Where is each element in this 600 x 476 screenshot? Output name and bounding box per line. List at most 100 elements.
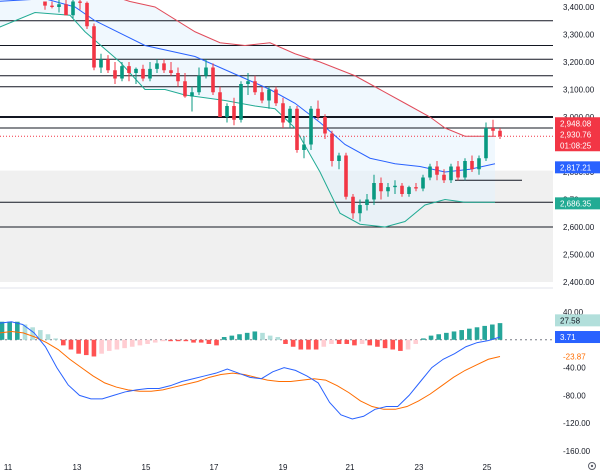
macd-histogram-bar [237,334,242,340]
candle[interactable] [204,67,208,76]
candle[interactable] [484,128,488,159]
candle[interactable] [113,70,117,79]
candle[interactable] [141,68,145,79]
candle[interactable] [197,75,201,93]
candle[interactable] [99,59,103,68]
candle[interactable] [162,63,166,71]
candle[interactable] [428,166,432,178]
time-tick-label: 23 [415,463,424,472]
candle[interactable] [50,5,54,7]
macd-histogram-bar [60,339,66,346]
candle[interactable] [463,161,467,178]
candle[interactable] [309,108,313,145]
candle[interactable] [379,183,383,192]
time-axis: 11 13 15 17 19 21 23 25 [4,463,492,472]
macd-histogram-bar [267,335,273,340]
candle[interactable] [407,187,411,194]
candle[interactable] [316,108,320,117]
macd-line [0,321,501,420]
macd-histogram-bar [497,323,503,340]
macd-histogram-bar [290,339,296,347]
macd-histogram-bar [152,339,158,343]
macd-histogram-bar [137,339,143,346]
candle[interactable] [414,187,418,189]
candle[interactable] [120,66,124,79]
macd-histogram-bar [206,339,212,344]
macd-histogram-bar [474,327,480,340]
price-tick-label: 3,300.00 [563,31,595,40]
candle[interactable] [449,166,453,181]
candle[interactable] [344,155,348,197]
candle[interactable] [295,108,299,150]
current-price-value: 2,948.08 [560,119,592,128]
candle[interactable] [211,67,215,93]
candle[interactable] [64,4,68,16]
candle[interactable] [288,108,292,123]
candle[interactable] [155,63,159,69]
candle[interactable] [232,106,236,120]
candle[interactable] [330,133,334,162]
macd-histogram-bar [221,337,227,340]
candle[interactable] [491,128,495,131]
candle[interactable] [92,26,96,68]
candle[interactable] [421,177,425,189]
macd-histogram-bar [106,339,112,351]
macd-pane[interactable] [0,321,553,420]
candle[interactable] [302,144,306,151]
candle[interactable] [43,1,47,6]
candle[interactable] [134,68,138,73]
candle[interactable] [477,158,481,170]
macd-histogram-bar [375,339,380,347]
candle[interactable] [358,205,362,214]
candle[interactable] [225,106,229,117]
candle[interactable] [71,1,75,16]
candle[interactable] [442,174,446,181]
candle[interactable] [498,130,502,137]
candle[interactable] [393,185,397,188]
candle[interactable] [106,59,110,71]
time-tick-label: 11 [4,463,13,472]
macd-histogram-bar [38,330,43,340]
candle[interactable] [85,2,89,27]
candle[interactable] [176,73,180,82]
last-price-value: 2,930.76 [560,130,592,139]
candle[interactable] [127,66,131,73]
candle[interactable] [57,4,61,7]
macd-histogram-bar [359,339,365,344]
settings-gear-icon[interactable] [588,462,596,470]
histogram-tag-text: 27.58 [560,316,581,325]
candle[interactable] [386,187,390,192]
macd-histogram-bar [405,339,411,350]
price-pane[interactable] [0,0,553,282]
macd-histogram-bar [30,327,35,340]
candle[interactable] [365,199,369,206]
candle[interactable] [323,117,327,134]
candle[interactable] [400,185,404,194]
candle[interactable] [148,68,152,79]
candle[interactable] [281,103,285,123]
candle[interactable] [351,196,355,214]
candle[interactable] [78,1,82,3]
candle[interactable] [435,166,439,175]
candle[interactable] [260,92,264,101]
macd-histogram-bar [482,325,487,340]
price-tick-label: 3,400.00 [563,3,595,12]
candle[interactable] [183,81,187,97]
candle[interactable] [337,155,341,162]
macd-histogram-bar [145,339,150,344]
candle[interactable] [456,166,460,178]
candle[interactable] [274,89,278,104]
macd-histogram-bar [306,339,311,350]
candle[interactable] [169,70,173,73]
candle[interactable] [470,161,474,170]
macd-histogram-bar [160,339,166,342]
candle[interactable] [253,81,257,93]
candle[interactable] [246,81,250,84]
candle[interactable] [267,89,271,101]
candle[interactable] [218,92,222,117]
candle[interactable] [190,92,194,97]
bollinger-lower-tag-text: 2,686.35 [560,199,592,208]
candle[interactable] [239,84,243,120]
candle[interactable] [372,183,376,200]
